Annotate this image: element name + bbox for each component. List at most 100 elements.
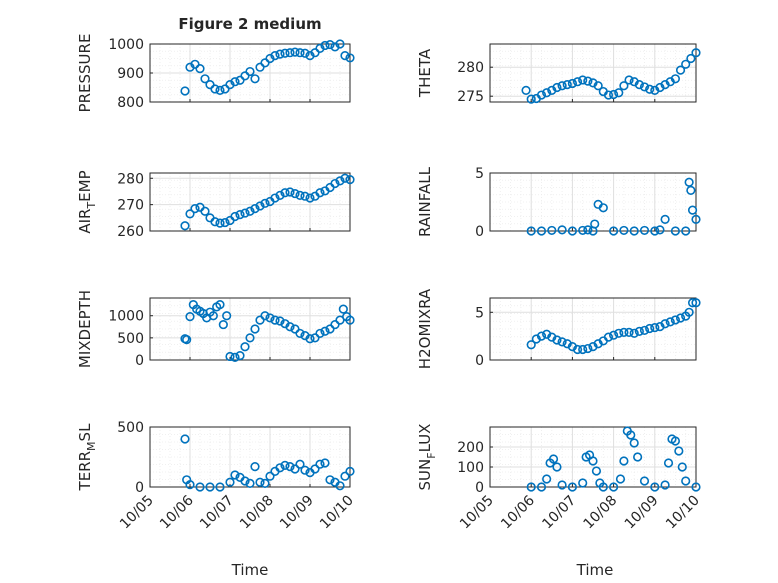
data-point bbox=[684, 177, 694, 187]
data-point bbox=[335, 481, 345, 491]
data-point bbox=[205, 482, 215, 492]
data-point bbox=[681, 59, 691, 69]
y-axis-label: MIXDEPTH bbox=[76, 290, 94, 368]
data-point bbox=[335, 176, 345, 186]
y-axis-label: TERRMSL bbox=[76, 423, 98, 492]
data-point bbox=[670, 315, 681, 325]
y-tick-label: 270 bbox=[117, 198, 144, 214]
data-point bbox=[200, 74, 210, 84]
data-point bbox=[300, 191, 310, 201]
data-point bbox=[208, 311, 218, 321]
data-point bbox=[250, 203, 260, 214]
data-point bbox=[245, 206, 255, 216]
data-point bbox=[670, 74, 681, 84]
data-point bbox=[639, 476, 650, 486]
data-point bbox=[674, 446, 684, 456]
data-point bbox=[285, 322, 295, 332]
data-point bbox=[583, 343, 593, 354]
data-point bbox=[619, 327, 629, 337]
data-point bbox=[639, 325, 650, 336]
subplot-theta: 275 280 THETA bbox=[416, 43, 701, 105]
x-tick-label: 10/06 bbox=[157, 492, 197, 532]
data-point bbox=[681, 476, 691, 486]
data-point bbox=[280, 188, 290, 198]
y-axis-label: RAINFALL bbox=[416, 166, 434, 237]
data-point bbox=[295, 48, 305, 58]
data-point bbox=[583, 76, 593, 86]
data-point bbox=[552, 82, 562, 93]
data-point bbox=[320, 40, 330, 51]
subplot-air-temp: 260 270 280 AIRTEMP bbox=[76, 170, 355, 240]
data-point bbox=[185, 480, 195, 490]
data-point bbox=[650, 226, 660, 236]
data-point bbox=[245, 333, 255, 343]
data-point bbox=[225, 477, 235, 487]
data-point bbox=[270, 50, 280, 61]
data-point bbox=[650, 482, 660, 492]
data-point bbox=[340, 50, 350, 61]
data-point bbox=[557, 337, 567, 347]
data-point bbox=[687, 298, 698, 308]
data-point bbox=[614, 88, 624, 98]
data-point bbox=[295, 328, 305, 339]
x-tick-label: 10/08 bbox=[581, 493, 621, 533]
data-point bbox=[305, 193, 315, 203]
data-point bbox=[225, 351, 235, 362]
data-point bbox=[603, 90, 614, 100]
data-point bbox=[235, 210, 245, 220]
data-point bbox=[542, 88, 552, 98]
x-tick-label: 10/05 bbox=[457, 493, 497, 533]
y-tick-label: 5 bbox=[475, 305, 484, 321]
data-point bbox=[684, 307, 694, 317]
data-point bbox=[619, 81, 629, 91]
data-point bbox=[629, 226, 639, 236]
data-point bbox=[245, 478, 255, 489]
data-point bbox=[215, 218, 225, 228]
data-point bbox=[275, 316, 285, 326]
data-point bbox=[265, 471, 275, 481]
data-point bbox=[190, 203, 200, 214]
data-point bbox=[250, 74, 260, 84]
data-point bbox=[210, 217, 220, 227]
x-tick-label: 10/10 bbox=[317, 493, 357, 533]
y-axis-label: AIRTEMP bbox=[76, 170, 98, 233]
data-point bbox=[240, 208, 250, 218]
data-point bbox=[275, 190, 285, 201]
x-axis-label-right: Time bbox=[576, 561, 614, 579]
data-point bbox=[270, 315, 280, 325]
y-axis-label: THETA bbox=[416, 48, 434, 98]
data-point bbox=[280, 48, 290, 58]
data-point bbox=[235, 350, 245, 361]
data-point bbox=[578, 225, 588, 236]
data-point bbox=[665, 317, 675, 327]
data-point bbox=[255, 477, 265, 487]
data-point bbox=[180, 86, 190, 96]
data-point bbox=[681, 226, 691, 236]
data-point bbox=[255, 201, 265, 211]
data-point bbox=[182, 335, 192, 345]
data-point bbox=[195, 482, 205, 492]
data-point bbox=[593, 81, 603, 91]
data-point bbox=[608, 89, 619, 100]
data-point bbox=[526, 94, 536, 104]
data-point bbox=[265, 313, 275, 323]
data-point bbox=[660, 480, 670, 490]
y-tick-label: 260 bbox=[117, 224, 144, 240]
data-point bbox=[290, 47, 300, 57]
y-tick-label: 500 bbox=[117, 331, 144, 347]
data-point bbox=[603, 332, 614, 342]
axes-border bbox=[149, 297, 351, 361]
data-point bbox=[230, 77, 240, 87]
data-point bbox=[557, 480, 567, 490]
subplot-rainfall: 0 5 RAINFALL bbox=[416, 166, 701, 240]
data-point bbox=[552, 462, 562, 472]
data-point bbox=[591, 466, 602, 476]
y-tick-label: 0 bbox=[135, 480, 144, 496]
y-tick-label: 0 bbox=[475, 480, 484, 496]
data-point bbox=[345, 315, 355, 325]
data-point bbox=[578, 478, 588, 488]
x-tick-label: 10/07 bbox=[197, 493, 237, 533]
axes-border bbox=[489, 426, 697, 488]
y-tick-label: 1000 bbox=[108, 37, 144, 53]
